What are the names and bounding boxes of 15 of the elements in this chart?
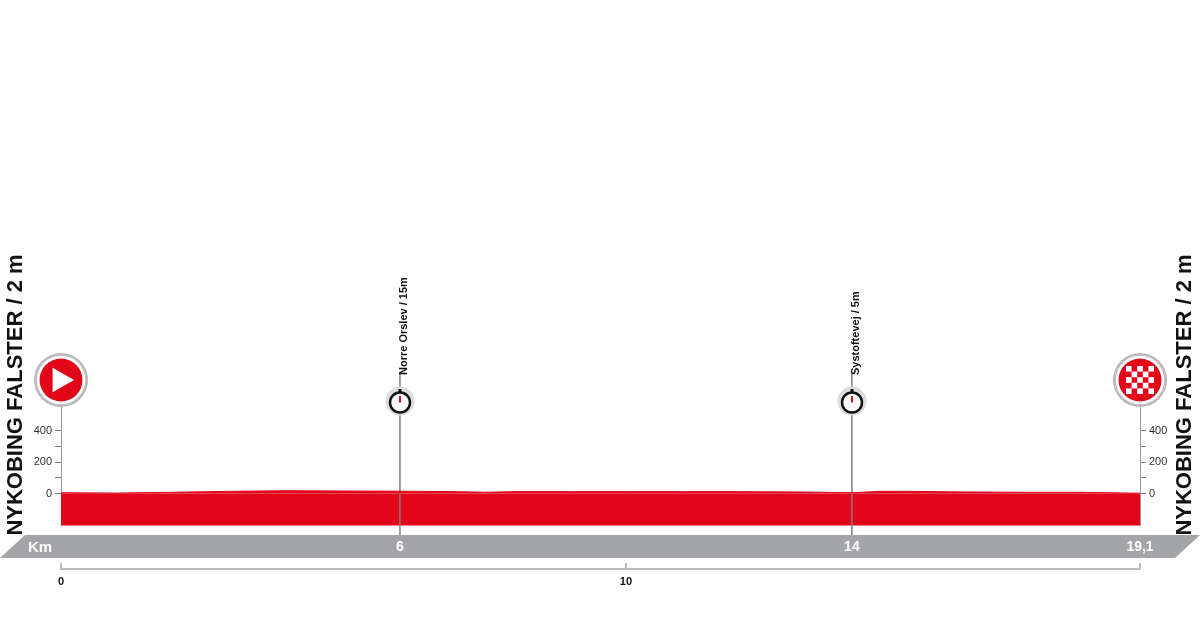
ref-line-label: Systoftevej / 5m	[848, 291, 861, 375]
y2-axis-title: NYKOBING FALSTER / 2 m	[1171, 254, 1197, 536]
y-tick-label: 400	[33, 423, 52, 436]
ref-line-label: Norre Orslev / 15m	[396, 276, 409, 375]
x2-tick-label: 19,1	[1126, 538, 1154, 555]
y-tick-label: 0	[45, 486, 52, 499]
y2-tick-label: 200	[1149, 455, 1168, 468]
x2-tick-label: 6	[396, 538, 405, 555]
x2-tick-label: 14	[844, 538, 860, 555]
y-axis-title: NYKOBING FALSTER / 2 m	[2, 254, 28, 536]
x2-axis-title: Km	[28, 537, 53, 555]
y-tick-label: 200	[33, 455, 52, 468]
y2-tick-label: 0	[1149, 486, 1156, 499]
x-tick-label: 10	[619, 574, 633, 587]
y2-tick-label: 400	[1149, 423, 1168, 436]
